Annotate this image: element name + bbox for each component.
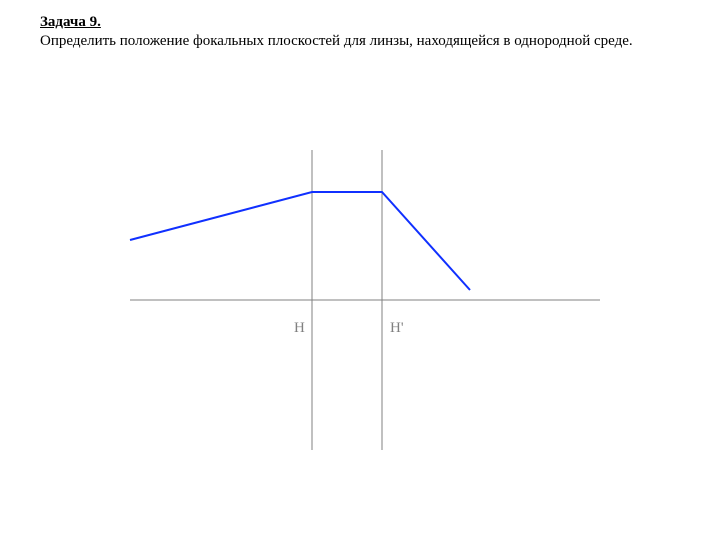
problem-statement: Определить положение фокальных плоскосте… [40, 33, 633, 50]
problem-heading: Задача 9. [40, 14, 101, 31]
light-ray [130, 192, 470, 290]
label-h-prime: H' [390, 320, 404, 337]
optics-diagram [100, 120, 620, 500]
label-h: H [294, 320, 305, 337]
